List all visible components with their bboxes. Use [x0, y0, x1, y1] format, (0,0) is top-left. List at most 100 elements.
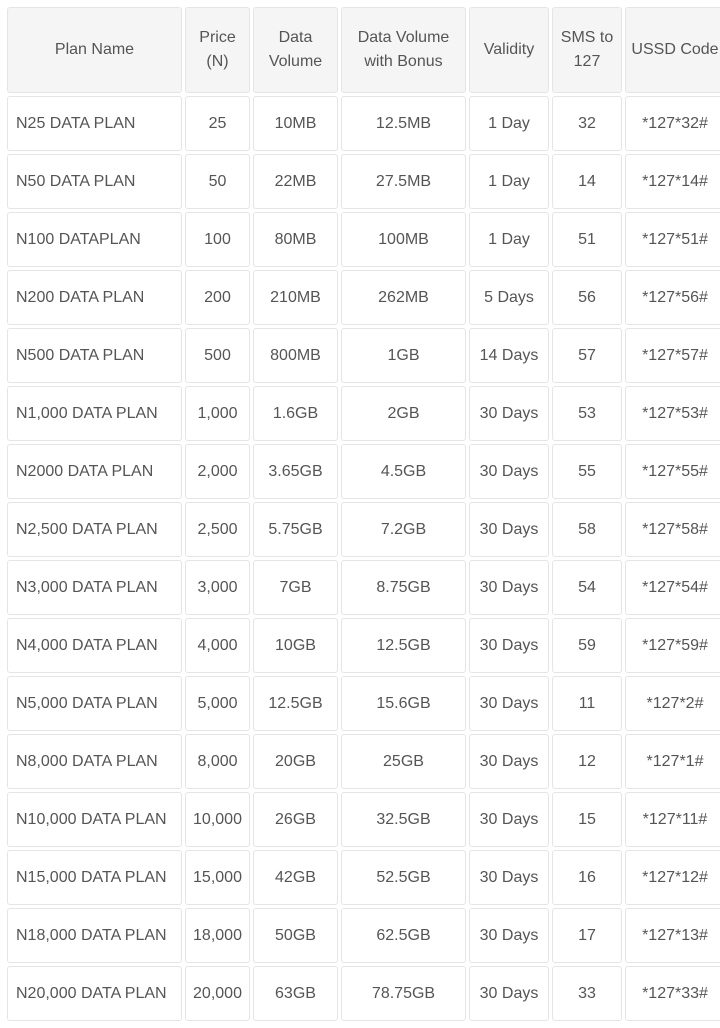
- table-cell: 8,000: [185, 734, 250, 789]
- table-row: N8,000 DATA PLAN8,00020GB25GB30 Days12*1…: [7, 734, 720, 789]
- table-cell: 26GB: [253, 792, 338, 847]
- col-sms: SMS to 127: [552, 7, 622, 93]
- table-cell: 800MB: [253, 328, 338, 383]
- table-cell: 10GB: [253, 618, 338, 673]
- table-cell: 14: [552, 154, 622, 209]
- table-cell: 3,000: [185, 560, 250, 615]
- table-cell: 58: [552, 502, 622, 557]
- table-cell: N100 DATAPLAN: [7, 212, 182, 267]
- table-cell: 80MB: [253, 212, 338, 267]
- table-row: N20,000 DATA PLAN20,00063GB78.75GB30 Day…: [7, 966, 720, 1021]
- table-cell: N8,000 DATA PLAN: [7, 734, 182, 789]
- table-row: N3,000 DATA PLAN3,0007GB8.75GB30 Days54*…: [7, 560, 720, 615]
- table-cell: *127*12#: [625, 850, 720, 905]
- table-cell: 15.6GB: [341, 676, 466, 731]
- table-cell: 57: [552, 328, 622, 383]
- table-cell: *127*56#: [625, 270, 720, 325]
- table-cell: 4,000: [185, 618, 250, 673]
- table-cell: *127*54#: [625, 560, 720, 615]
- table-cell: *127*2#: [625, 676, 720, 731]
- table-cell: 30 Days: [469, 966, 549, 1021]
- table-cell: 1 Day: [469, 96, 549, 151]
- table-cell: 1.6GB: [253, 386, 338, 441]
- table-cell: 5,000: [185, 676, 250, 731]
- table-cell: 62.5GB: [341, 908, 466, 963]
- table-cell: 53: [552, 386, 622, 441]
- table-cell: *127*51#: [625, 212, 720, 267]
- table-cell: 20,000: [185, 966, 250, 1021]
- table-cell: 210MB: [253, 270, 338, 325]
- table-cell: N50 DATA PLAN: [7, 154, 182, 209]
- table-cell: 30 Days: [469, 676, 549, 731]
- table-cell: 4.5GB: [341, 444, 466, 499]
- table-cell: 100: [185, 212, 250, 267]
- table-cell: N1,000 DATA PLAN: [7, 386, 182, 441]
- table-cell: 78.75GB: [341, 966, 466, 1021]
- table-cell: N25 DATA PLAN: [7, 96, 182, 151]
- table-cell: 2GB: [341, 386, 466, 441]
- table-row: N18,000 DATA PLAN18,00050GB62.5GB30 Days…: [7, 908, 720, 963]
- table-cell: 7.2GB: [341, 502, 466, 557]
- col-price: Price (N): [185, 7, 250, 93]
- table-cell: 51: [552, 212, 622, 267]
- table-cell: 8.75GB: [341, 560, 466, 615]
- table-cell: 27.5MB: [341, 154, 466, 209]
- table-cell: 1 Day: [469, 212, 549, 267]
- table-cell: N5,000 DATA PLAN: [7, 676, 182, 731]
- table-cell: 12: [552, 734, 622, 789]
- table-cell: 5.75GB: [253, 502, 338, 557]
- col-ussd: USSD Code: [625, 7, 720, 93]
- table-cell: 262MB: [341, 270, 466, 325]
- table-cell: 7GB: [253, 560, 338, 615]
- table-cell: 30 Days: [469, 908, 549, 963]
- table-row: N200 DATA PLAN200210MB262MB5 Days56*127*…: [7, 270, 720, 325]
- table-cell: 5 Days: [469, 270, 549, 325]
- table-cell: 33: [552, 966, 622, 1021]
- table-cell: 18,000: [185, 908, 250, 963]
- table-cell: 1,000: [185, 386, 250, 441]
- table-row: N100 DATAPLAN10080MB100MB1 Day51*127*51#: [7, 212, 720, 267]
- table-cell: 25GB: [341, 734, 466, 789]
- table-cell: *127*59#: [625, 618, 720, 673]
- table-cell: 20GB: [253, 734, 338, 789]
- table-cell: N4,000 DATA PLAN: [7, 618, 182, 673]
- table-cell: *127*55#: [625, 444, 720, 499]
- table-cell: 30 Days: [469, 618, 549, 673]
- table-cell: N2,500 DATA PLAN: [7, 502, 182, 557]
- table-cell: 50GB: [253, 908, 338, 963]
- table-cell: 1 Day: [469, 154, 549, 209]
- table-cell: 52.5GB: [341, 850, 466, 905]
- table-row: N2,500 DATA PLAN2,5005.75GB7.2GB30 Days5…: [7, 502, 720, 557]
- table-row: N1,000 DATA PLAN1,0001.6GB2GB30 Days53*1…: [7, 386, 720, 441]
- table-cell: N18,000 DATA PLAN: [7, 908, 182, 963]
- table-cell: *127*53#: [625, 386, 720, 441]
- table-cell: *127*32#: [625, 96, 720, 151]
- table-cell: 10,000: [185, 792, 250, 847]
- table-cell: N10,000 DATA PLAN: [7, 792, 182, 847]
- table-cell: *127*11#: [625, 792, 720, 847]
- table-row: N15,000 DATA PLAN15,00042GB52.5GB30 Days…: [7, 850, 720, 905]
- table-cell: 63GB: [253, 966, 338, 1021]
- table-cell: 200: [185, 270, 250, 325]
- table-cell: 15,000: [185, 850, 250, 905]
- table-cell: 3.65GB: [253, 444, 338, 499]
- table-cell: 32.5GB: [341, 792, 466, 847]
- table-cell: *127*57#: [625, 328, 720, 383]
- table-cell: 14 Days: [469, 328, 549, 383]
- table-cell: 50: [185, 154, 250, 209]
- table-cell: N3,000 DATA PLAN: [7, 560, 182, 615]
- table-cell: 11: [552, 676, 622, 731]
- table-cell: *127*1#: [625, 734, 720, 789]
- table-row: N50 DATA PLAN5022MB27.5MB1 Day14*127*14#: [7, 154, 720, 209]
- table-cell: 30 Days: [469, 850, 549, 905]
- table-cell: 30 Days: [469, 734, 549, 789]
- table-body: N25 DATA PLAN2510MB12.5MB1 Day32*127*32#…: [7, 96, 720, 1021]
- table-cell: *127*13#: [625, 908, 720, 963]
- table-cell: 30 Days: [469, 502, 549, 557]
- table-cell: 1GB: [341, 328, 466, 383]
- table-cell: 17: [552, 908, 622, 963]
- table-cell: 54: [552, 560, 622, 615]
- col-data-volume: Data Volume: [253, 7, 338, 93]
- table-row: N25 DATA PLAN2510MB12.5MB1 Day32*127*32#: [7, 96, 720, 151]
- table-cell: 56: [552, 270, 622, 325]
